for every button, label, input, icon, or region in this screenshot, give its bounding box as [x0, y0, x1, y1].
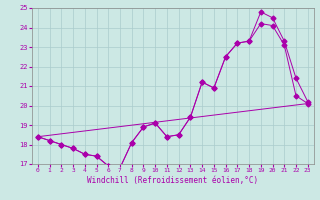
X-axis label: Windchill (Refroidissement éolien,°C): Windchill (Refroidissement éolien,°C) — [87, 176, 258, 185]
